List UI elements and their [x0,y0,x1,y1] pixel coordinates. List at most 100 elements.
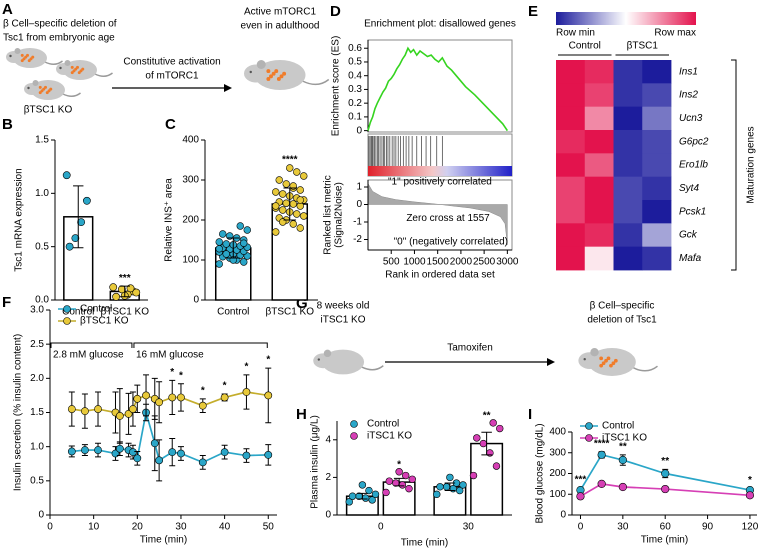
data-point [286,164,294,172]
x-tick-label: 0 [378,522,384,533]
beta-cell [269,74,273,79]
error-bar [357,492,368,500]
x-axis-label: Rank in ordered data set [385,270,495,281]
significance: * [179,370,183,381]
panel-label: G [296,295,308,312]
group-label: βTSC1 [627,41,659,52]
y-tick-label: 0 [325,510,331,521]
panel-label: I [528,406,532,423]
significance: ** [619,441,627,452]
y-tick-label: 0 [560,510,566,521]
data-point [289,200,297,208]
data-point [300,172,308,180]
data-point [576,492,585,501]
data-point [459,481,467,489]
mouse-label: βTSC1 KO [24,105,73,116]
data-point [272,228,280,236]
mouse-icon [313,349,384,375]
data-point [272,202,280,210]
arrow-head [547,358,555,366]
mouse-head [24,83,40,95]
heatmap-cell [613,106,643,131]
data-point [345,498,353,506]
row-label: Ucn3 [679,113,703,124]
arrow-head [224,84,232,92]
heatmap-cell [642,106,672,131]
data-point [222,240,230,248]
beta-cell [601,361,606,366]
x-tick-label: 1500 [427,257,450,268]
heatmap-cell [642,153,672,178]
y-tick-label: 100 [182,255,199,266]
mouse-body [321,349,365,375]
beta-cell [276,76,281,81]
plot-frame [367,39,513,133]
y-tick-label: 1.0 [30,441,44,452]
beta-cell [274,69,279,74]
heatmap-cell [556,106,586,131]
legend-marker [350,420,358,428]
x-tick-label: 60 [660,522,672,533]
color-legend [556,12,696,25]
phase-bracket [50,342,133,348]
enrichment-line [367,46,509,132]
data-point [300,212,308,220]
legend-max: Row max [654,28,696,39]
zero-cross-label: Zero cross at 1557 [406,213,490,224]
x-tick-label: 500 [383,257,400,268]
heatmap-cell [613,83,643,108]
y-tick-label: 0.3 [348,84,362,95]
x-tick-label: 0 [47,522,53,533]
data-point [382,488,390,497]
data-point [240,258,248,266]
heatmap-cell [584,176,614,201]
mouse-ear [32,80,39,86]
data-point [168,393,177,402]
diagram-text: 8 weeks old [317,301,370,312]
heatmap-cell [642,223,672,248]
mouse-tail [44,60,63,65]
data-point [219,230,227,238]
data-point [442,483,451,491]
data-point [155,456,164,465]
y-tick-label: 400 [549,427,566,438]
data-point [282,199,290,207]
heatmap-cell [613,223,643,248]
mouse-icon [24,80,81,100]
data-point [401,471,410,480]
mouse-eye [59,66,62,70]
y-axis-label: Blood glucose (mg/dL) [535,423,546,523]
diagram-text: iTSC1 KO [320,315,365,326]
mouse-icon [578,348,658,376]
heatmap-cell [556,83,586,108]
heatmap-cell [556,200,586,224]
diagram-text: deletion of Tsc1 [587,315,657,326]
row-label: G6pc2 [679,136,709,147]
beta-cell [38,85,42,89]
beta-cell [77,71,81,75]
beta-cell [611,361,616,366]
data-point [133,394,142,403]
panel-label: C [165,116,176,133]
heatmap-cell [584,153,614,178]
row-label: Ero1lb [679,160,708,171]
data-point [109,283,118,292]
x-tick-label: 3000 [496,257,519,268]
x-tick-label: 90 [702,522,714,533]
arrow-label: of mTORC1 [145,71,199,82]
x-tick-label: 2000 [450,257,473,268]
data-point [222,250,230,258]
mouse-eye [9,54,12,58]
error-bar [481,431,492,456]
data-point [296,196,304,204]
data-point [240,239,248,247]
legend-label: Control [602,421,634,432]
data-point [597,450,606,459]
x-tick-label: 0 [578,522,584,533]
metric-axis-label: Ranked list metric [323,175,334,254]
beta-cell [599,363,604,368]
x-tick-label: 1000 [403,257,426,268]
data-point [132,288,141,297]
row-label: Syt4 [679,183,699,194]
